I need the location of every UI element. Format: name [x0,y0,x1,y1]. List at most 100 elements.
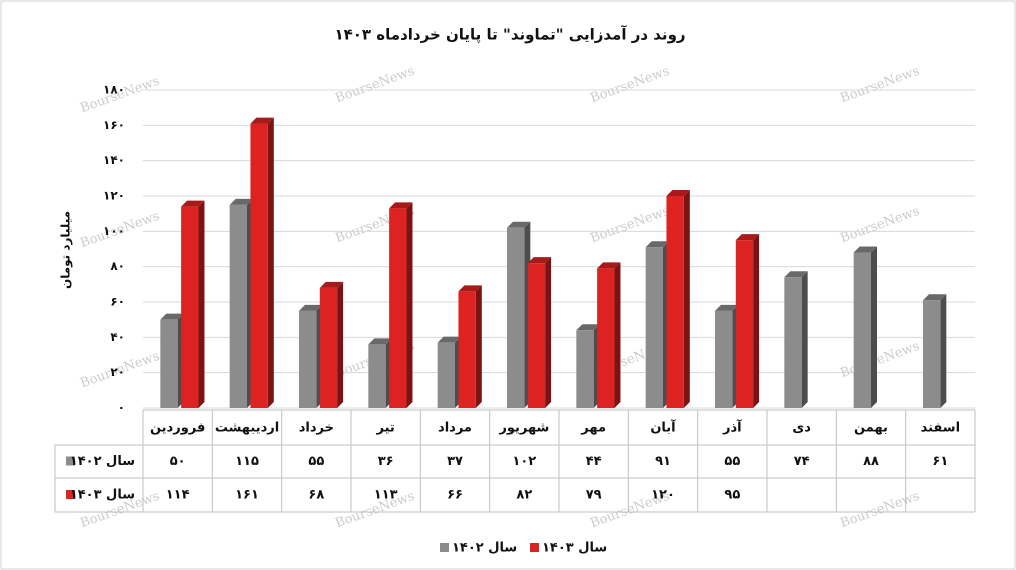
y-axis-label: میلیارد تومان [59,211,74,289]
bar-top [576,324,600,331]
bar-side [545,257,552,408]
x-tick-label: مهر [580,421,606,436]
y-tick-label: ۱۲۰ [103,189,125,203]
bar-side [871,246,877,408]
bar [853,252,871,408]
data-label: ۶۱ [932,454,948,469]
bar-top [735,234,760,241]
row-header: سال ۱۴۰۲ [70,454,135,469]
bar-top [597,262,621,269]
bar [319,287,338,408]
bar-top [527,257,552,264]
x-tick-label: اردیبهشت [215,421,279,436]
data-label: ۷۴ [794,454,810,469]
x-tick-label: فروردین [150,421,205,436]
bar-top [229,198,253,205]
x-tick-label: خرداد [299,421,334,436]
bar-top [389,202,413,209]
legend-swatch [66,456,75,466]
legend-swatch [530,543,539,552]
data-label: ۵۰ [170,454,186,469]
bar [666,196,684,408]
bar-top [715,304,739,311]
bar-top [853,246,877,253]
bar-top [181,200,205,207]
bar [368,344,386,408]
row-header: سال ۱۴۰۳ [70,488,135,503]
bar [645,247,663,408]
bar-top [784,271,808,278]
data-label: ۱۱۳ [374,488,398,503]
legend-label: سال ۱۴۰۲ [452,541,517,556]
x-tick-label: دی [792,421,811,436]
bar-top [507,221,531,228]
bar-side [683,190,690,408]
legend-label: سال ۱۴۰۳ [542,541,607,556]
bar [389,208,407,408]
bar [715,310,733,408]
bar [597,268,615,408]
data-label: ۹۱ [655,454,671,469]
x-tick-label: آبان [650,419,676,436]
bar-side [337,281,344,408]
bar-side [198,200,205,408]
bar-side [267,117,274,409]
bar [784,277,802,408]
bar [735,240,754,408]
bar-side [475,285,482,408]
data-label: ۵۵ [724,454,740,469]
data-label: ۶۶ [447,488,463,503]
y-tick-label: ۲۰ [110,365,125,379]
data-label: ۸۸ [863,454,879,469]
bar-side [614,262,621,408]
y-tick-label: ۶۰ [110,295,125,309]
bar-top [160,313,184,320]
bar [923,300,941,408]
bar-top [458,285,482,292]
bar-top [250,117,274,124]
data-label: ۴۴ [586,454,602,469]
chart-title: روند در آمدزایی "تماوند" تا پایان خردادم… [334,26,685,45]
data-label: ۱۲۰ [651,488,675,503]
bar-top [666,190,690,196]
bar [437,342,455,408]
bar-top [645,241,669,248]
data-label: ۱۶۱ [235,488,259,503]
bar-top [923,294,947,301]
data-label: ۳۶ [378,454,394,469]
data-label: ۷۹ [586,488,602,503]
x-tick-label: تیر [376,421,395,436]
bar [299,310,317,408]
y-tick-label: ۴۰ [110,330,125,344]
x-tick-label: بهمن [854,421,888,436]
data-label: ۳۷ [447,454,463,469]
bar-top [368,338,392,345]
data-label: ۵۵ [308,454,324,469]
bar-side [753,234,760,408]
bar [250,123,268,409]
data-label: ۹۵ [724,488,740,503]
data-label: ۶۸ [308,488,324,503]
x-tick-label: آذر [722,419,742,436]
bar [576,330,594,408]
data-label: ۸۲ [516,488,532,503]
bar-side [406,202,413,408]
y-tick-label: ۱۶۰ [103,118,125,132]
data-label: ۱۱۵ [235,454,259,469]
x-tick-label: اسفند [921,421,960,436]
x-tick-label: شهریور [498,421,549,436]
legend-swatch [66,490,75,499]
bar-side [801,271,808,408]
bar [458,291,476,408]
bar-side [940,294,947,408]
y-tick-label: ۸۰ [110,259,125,273]
y-tick-label: ۱۰۰ [103,224,125,238]
bar-top [437,336,461,343]
bar [229,204,247,408]
bar-top [319,281,344,288]
y-tick-label: ۰ [118,401,125,415]
bar [527,263,546,408]
x-tick-label: مرداد [438,421,472,436]
bar-top [299,304,323,311]
